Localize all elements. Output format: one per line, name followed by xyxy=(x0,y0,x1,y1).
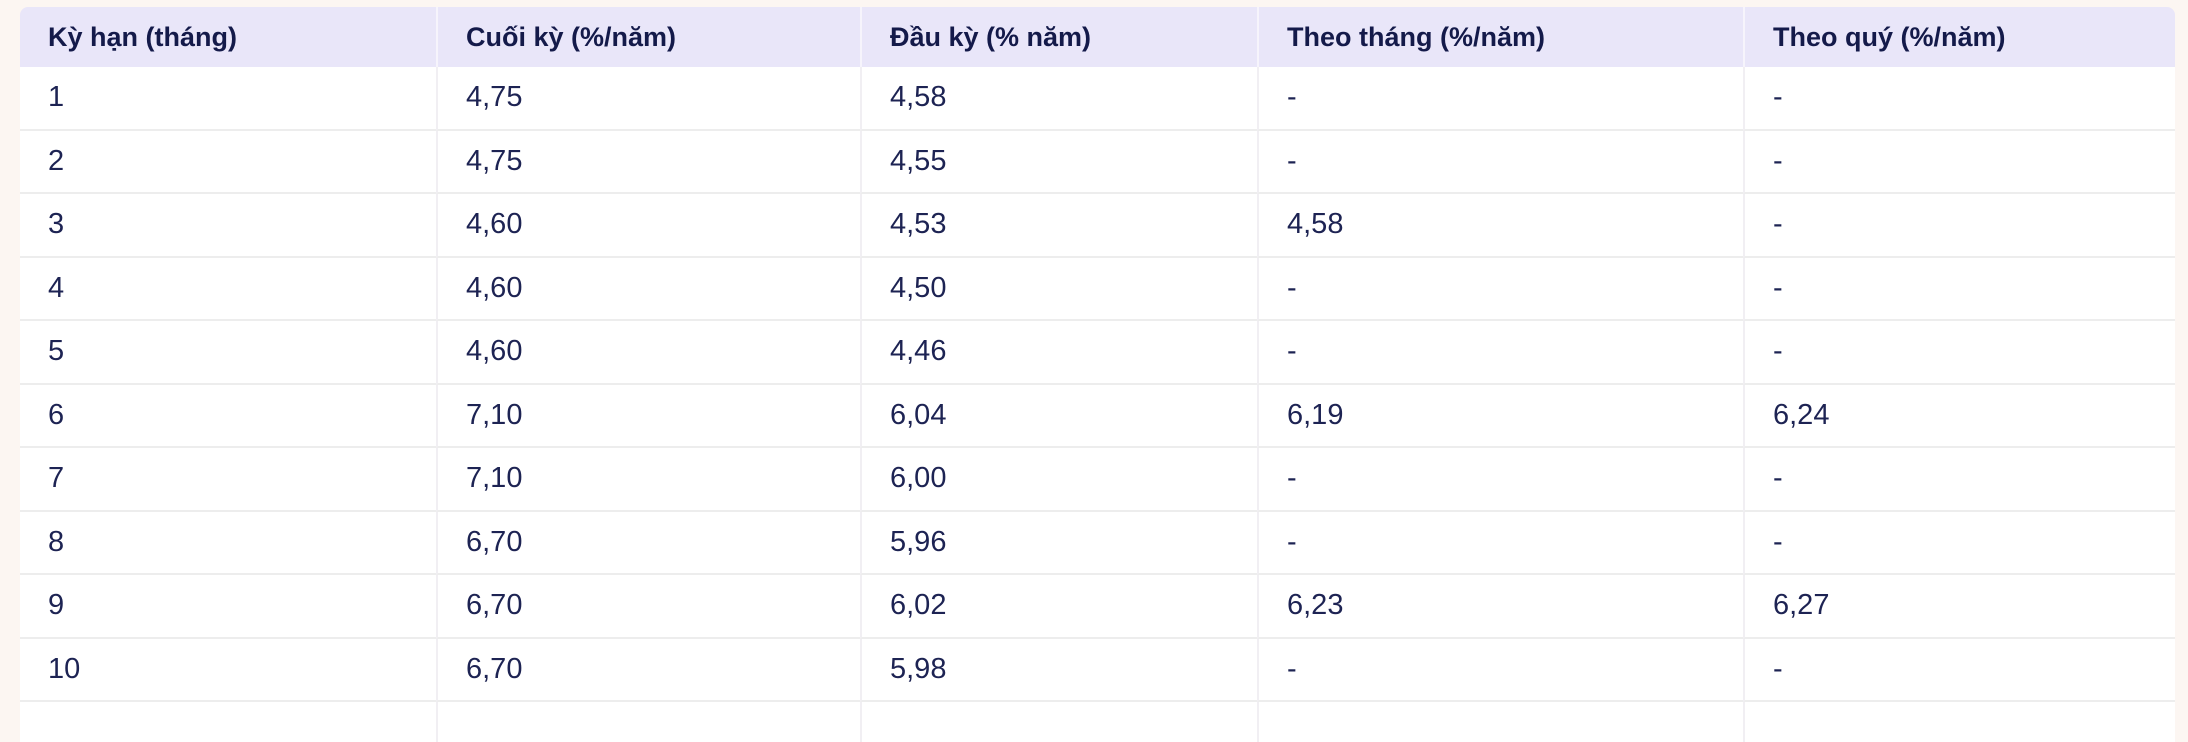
cell-monthly xyxy=(1257,702,1743,742)
cell-begin: 6,00 xyxy=(860,448,1257,512)
cell-monthly: - xyxy=(1257,130,1743,194)
cell-begin: 4,53 xyxy=(860,194,1257,258)
table-header: Kỳ hạn (tháng) Cuối kỳ (%/năm) Đầu kỳ (%… xyxy=(20,7,2175,67)
cell-end: 7,10 xyxy=(436,448,860,512)
cell-quarterly: - xyxy=(1743,448,2175,512)
cell-end: 4,60 xyxy=(436,321,860,385)
cell-quarterly: - xyxy=(1743,511,2175,575)
cell-term: 4 xyxy=(20,257,436,321)
cell-begin: 6,02 xyxy=(860,575,1257,639)
cell-end: 7,10 xyxy=(436,384,860,448)
cell-term: 6 xyxy=(20,384,436,448)
cell-begin xyxy=(860,702,1257,742)
table-header-row: Kỳ hạn (tháng) Cuối kỳ (%/năm) Đầu kỳ (%… xyxy=(20,7,2175,67)
table-row: 3 4,60 4,53 4,58 - xyxy=(20,194,2175,258)
cell-term: 9 xyxy=(20,575,436,639)
cell-monthly: - xyxy=(1257,257,1743,321)
cell-monthly: - xyxy=(1257,511,1743,575)
cell-quarterly: - xyxy=(1743,321,2175,385)
table-row-partial xyxy=(20,702,2175,742)
column-header-monthly: Theo tháng (%/năm) xyxy=(1257,7,1743,67)
cell-monthly: 4,58 xyxy=(1257,194,1743,258)
table-row: 2 4,75 4,55 - - xyxy=(20,130,2175,194)
table-row: 10 6,70 5,98 - - xyxy=(20,638,2175,702)
table-row: 9 6,70 6,02 6,23 6,27 xyxy=(20,575,2175,639)
table-row: 1 4,75 4,58 - - xyxy=(20,67,2175,131)
table-row: 8 6,70 5,96 - - xyxy=(20,511,2175,575)
cell-quarterly: 6,24 xyxy=(1743,384,2175,448)
cell-monthly: - xyxy=(1257,321,1743,385)
cell-term: 7 xyxy=(20,448,436,512)
cell-begin: 6,04 xyxy=(860,384,1257,448)
rates-table-container: Kỳ hạn (tháng) Cuối kỳ (%/năm) Đầu kỳ (%… xyxy=(20,7,2175,742)
rates-table: Kỳ hạn (tháng) Cuối kỳ (%/năm) Đầu kỳ (%… xyxy=(20,7,2175,742)
cell-quarterly: - xyxy=(1743,67,2175,131)
cell-quarterly: 6,27 xyxy=(1743,575,2175,639)
cell-end: 4,60 xyxy=(436,257,860,321)
cell-begin: 4,50 xyxy=(860,257,1257,321)
cell-monthly: - xyxy=(1257,67,1743,131)
cell-begin: 4,55 xyxy=(860,130,1257,194)
cell-monthly: - xyxy=(1257,448,1743,512)
cell-begin: 4,58 xyxy=(860,67,1257,131)
table-row: 5 4,60 4,46 - - xyxy=(20,321,2175,385)
cell-monthly: - xyxy=(1257,638,1743,702)
column-header-quarterly: Theo quý (%/năm) xyxy=(1743,7,2175,67)
cell-end xyxy=(436,702,860,742)
cell-term: 3 xyxy=(20,194,436,258)
cell-end: 4,60 xyxy=(436,194,860,258)
cell-term: 2 xyxy=(20,130,436,194)
cell-end: 4,75 xyxy=(436,130,860,194)
cell-begin: 5,98 xyxy=(860,638,1257,702)
cell-begin: 4,46 xyxy=(860,321,1257,385)
cell-term xyxy=(20,702,436,742)
cell-monthly: 6,19 xyxy=(1257,384,1743,448)
cell-end: 6,70 xyxy=(436,638,860,702)
table-row: 6 7,10 6,04 6,19 6,24 xyxy=(20,384,2175,448)
table-row: 7 7,10 6,00 - - xyxy=(20,448,2175,512)
cell-quarterly xyxy=(1743,702,2175,742)
table-row: 4 4,60 4,50 - - xyxy=(20,257,2175,321)
column-header-begin: Đầu kỳ (% năm) xyxy=(860,7,1257,67)
cell-term: 10 xyxy=(20,638,436,702)
cell-monthly: 6,23 xyxy=(1257,575,1743,639)
cell-term: 8 xyxy=(20,511,436,575)
cell-end: 6,70 xyxy=(436,575,860,639)
cell-quarterly: - xyxy=(1743,257,2175,321)
cell-begin: 5,96 xyxy=(860,511,1257,575)
cell-end: 4,75 xyxy=(436,67,860,131)
cell-quarterly: - xyxy=(1743,130,2175,194)
cell-term: 5 xyxy=(20,321,436,385)
cell-term: 1 xyxy=(20,67,436,131)
cell-quarterly: - xyxy=(1743,194,2175,258)
column-header-term: Kỳ hạn (tháng) xyxy=(20,7,436,67)
cell-quarterly: - xyxy=(1743,638,2175,702)
table-body: 1 4,75 4,58 - - 2 4,75 4,55 - - 3 4,60 4… xyxy=(20,67,2175,742)
cell-end: 6,70 xyxy=(436,511,860,575)
column-header-end: Cuối kỳ (%/năm) xyxy=(436,7,860,67)
